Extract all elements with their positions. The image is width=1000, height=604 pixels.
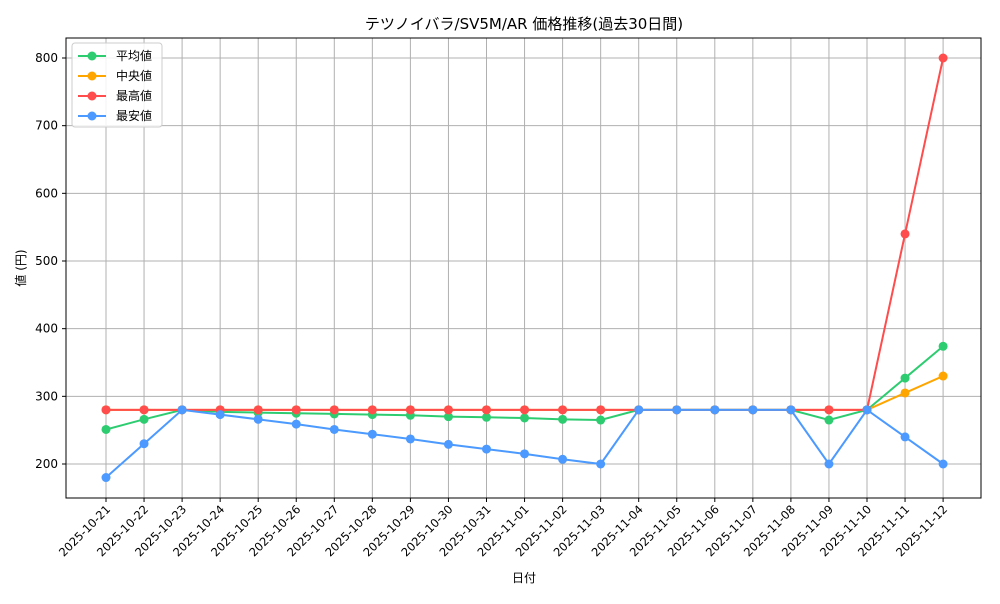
data-point: [482, 444, 491, 454]
y-tick-label: 200: [35, 457, 58, 471]
legend-marker-icon: [87, 51, 97, 61]
y-tick-label: 700: [35, 119, 58, 133]
legend-label: 平均値: [116, 48, 152, 63]
data-point: [101, 424, 111, 434]
y-tick-label: 500: [35, 254, 58, 268]
y-tick-label: 400: [35, 322, 58, 336]
data-point: [634, 405, 644, 415]
data-point: [748, 405, 758, 415]
data-point: [938, 371, 948, 381]
x-axis-label: 日付: [512, 571, 536, 585]
data-point: [558, 405, 568, 415]
data-point: [938, 459, 948, 469]
legend-marker-icon: [87, 91, 97, 101]
data-point: [900, 432, 910, 442]
data-point: [786, 405, 796, 415]
data-point: [405, 405, 415, 415]
data-point: [672, 405, 682, 415]
y-tick-label: 600: [35, 186, 58, 200]
series-3: [101, 405, 948, 483]
data-point: [253, 414, 263, 424]
data-point: [824, 405, 834, 415]
data-point: [900, 388, 910, 398]
data-point: [900, 229, 910, 239]
data-point: [329, 424, 339, 434]
data-point: [177, 405, 187, 415]
data-point: [824, 459, 834, 469]
data-point: [367, 429, 377, 439]
data-point: [938, 341, 948, 351]
data-point: [139, 405, 149, 415]
data-point: [482, 412, 491, 422]
data-point: [139, 414, 149, 424]
data-point: [443, 439, 453, 449]
legend-label: 最高値: [116, 88, 152, 103]
data-point: [291, 405, 301, 415]
y-tick-label: 300: [35, 389, 58, 403]
data-point: [443, 412, 453, 422]
legend-box: [71, 42, 163, 128]
legend-label: 中央値: [116, 68, 152, 83]
data-point: [329, 405, 339, 415]
data-point: [482, 405, 491, 415]
y-axis-ticks: 200 300 400 500 600 700 800: [35, 51, 66, 471]
y-axis-label: 値 (円): [13, 249, 28, 286]
data-point: [520, 405, 530, 415]
data-point: [520, 413, 530, 423]
legend-label: 最安値: [116, 108, 152, 123]
data-point: [558, 414, 568, 424]
data-point: [862, 405, 872, 415]
legend-marker-icon: [87, 111, 97, 121]
data-point: [215, 410, 225, 420]
data-point: [520, 449, 530, 459]
series-lines: [101, 53, 948, 483]
data-point: [710, 405, 720, 415]
y-tick-label: 800: [35, 51, 58, 65]
chart-title: テツノイバラ/SV5M/AR 価格推移(過去30日間): [365, 15, 683, 33]
data-point: [596, 415, 606, 425]
data-point: [139, 439, 149, 449]
data-point: [101, 405, 111, 415]
data-point: [101, 473, 111, 483]
data-point: [443, 405, 453, 415]
legend-marker-icon: [87, 71, 97, 81]
data-point: [558, 454, 568, 464]
data-point: [900, 373, 910, 383]
data-point: [253, 405, 263, 415]
data-point: [596, 405, 606, 415]
data-point: [824, 415, 834, 425]
plot-frame: [65, 37, 982, 499]
data-point: [291, 419, 301, 429]
data-point: [367, 405, 377, 415]
data-point: [938, 53, 948, 63]
data-point: [405, 434, 415, 444]
data-point: [596, 459, 606, 469]
